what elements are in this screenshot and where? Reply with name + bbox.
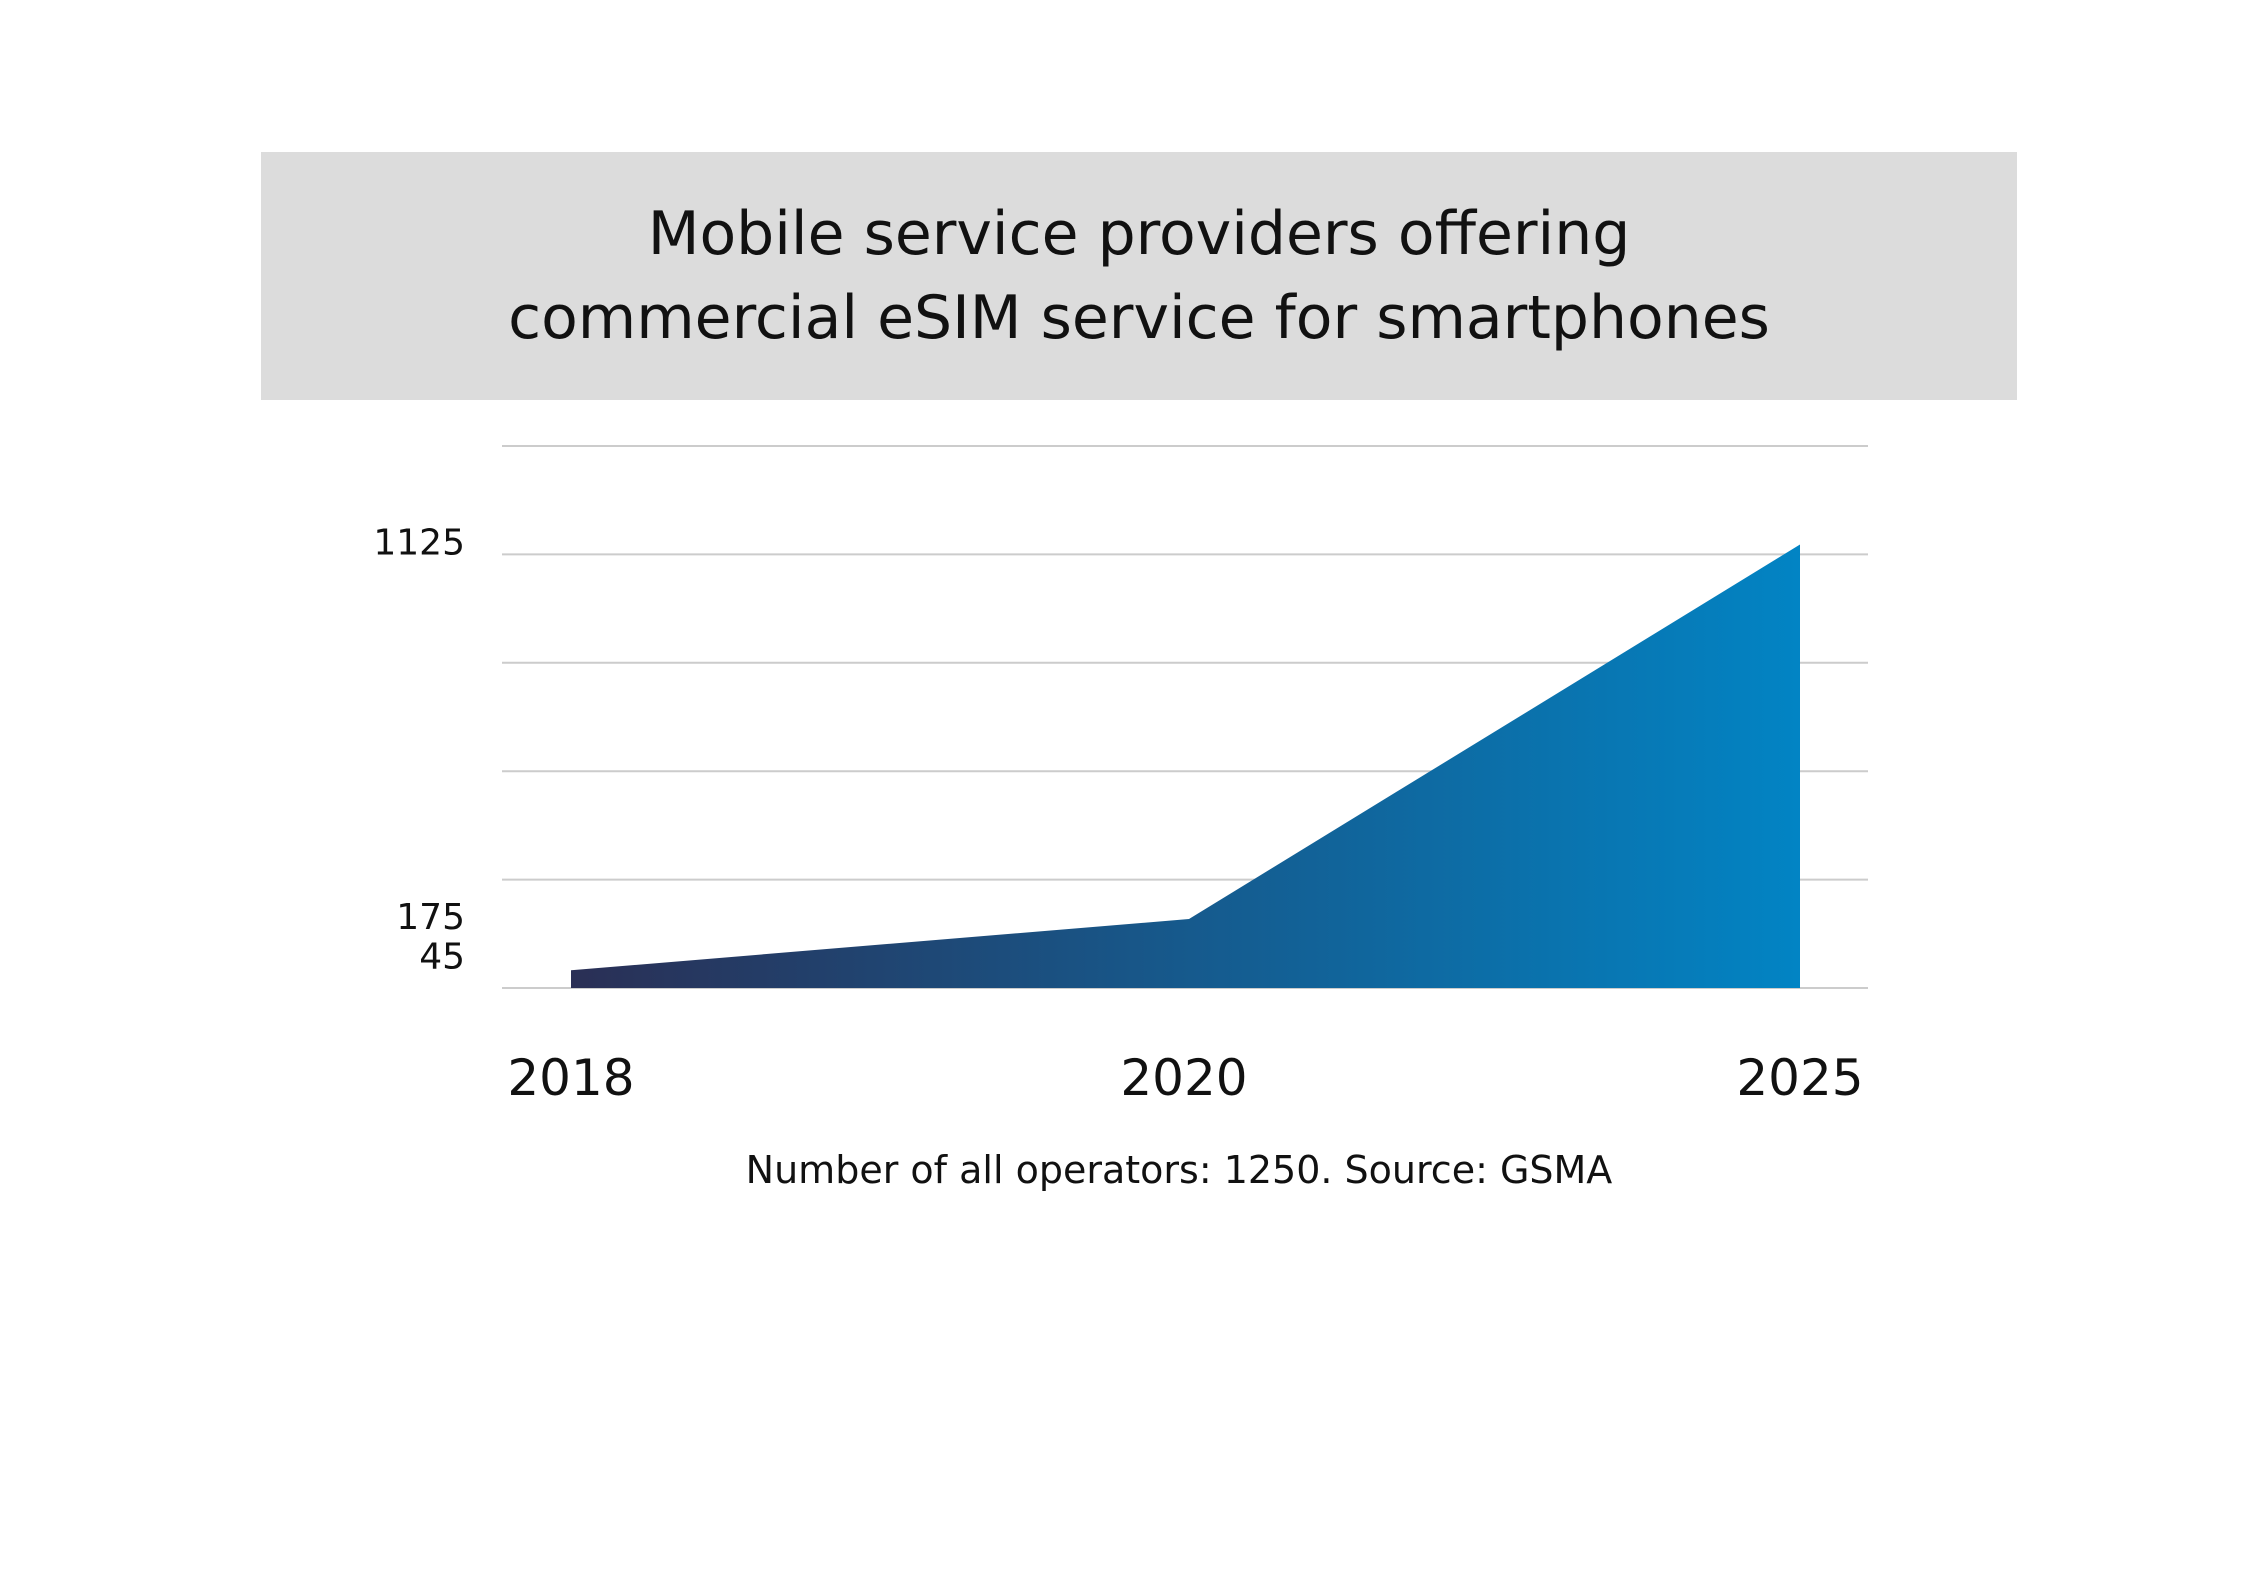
chart-title-line-2: commercial eSIM service for smartphones <box>508 283 1770 353</box>
source-note-text: Number of all operators: 1250. Source: G… <box>745 1148 1613 1192</box>
y-tick-label-1125: 1125 <box>373 523 465 564</box>
y-tick-label-45: 45 <box>419 936 465 977</box>
area-fill <box>571 544 1800 988</box>
x-tick-label-2025: 2025 <box>1736 1049 1863 1107</box>
area-series <box>571 544 1800 988</box>
y-tick-label-175: 175 <box>396 897 465 938</box>
chart-title-line-1: Mobile service providers offering <box>647 199 1631 269</box>
source-note: Number of all operators: 1250. Source: G… <box>0 1148 2260 1192</box>
x-tick-label-2018: 2018 <box>507 1049 634 1107</box>
chart-title-box: Mobile service providers offering commer… <box>261 152 2017 400</box>
x-axis-tick-labels: 2018 2020 2025 <box>507 1049 1863 1107</box>
x-tick-label-2020: 2020 <box>1120 1049 1247 1107</box>
